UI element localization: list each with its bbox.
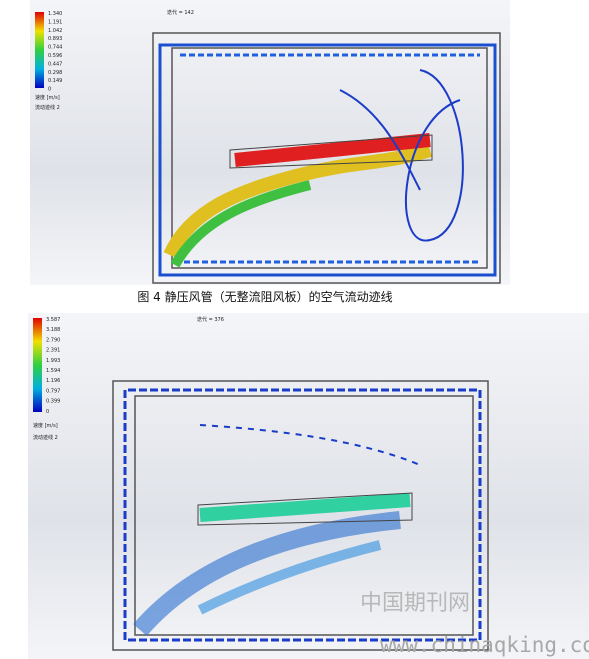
legend-tick: 1.340 xyxy=(48,11,62,17)
outer-box xyxy=(112,380,489,651)
legend-unit: 速度 [m/s] xyxy=(35,94,60,101)
figure-caption: 图 4 静压风管（无整流阻风板）的空气流动迹线 xyxy=(137,289,392,304)
legend-unit: 速度 [m/s] xyxy=(33,422,58,429)
color-bar xyxy=(33,318,42,412)
legend-tick: 0.399 xyxy=(46,399,60,405)
flow-lines xyxy=(158,43,497,277)
legend-name: 流动迹线 2 xyxy=(35,104,60,111)
legend: 1.340 1.191 1.042 0.893 0.744 0.596 0.447 0.298… xyxy=(48,11,62,93)
duct xyxy=(197,492,413,526)
figure1-background xyxy=(30,0,510,285)
color-bar xyxy=(35,12,44,88)
legend-tick: 3.587 xyxy=(46,317,60,323)
watermark: 中国期刊网 xyxy=(360,591,470,616)
legend-tick: 0.744 xyxy=(48,45,62,51)
legend-tick: 2.790 xyxy=(46,337,60,343)
legend-tick: 0.596 xyxy=(48,53,62,59)
legend-tick: 1.196 xyxy=(46,378,60,384)
watermark-url: www.chinaqking.com xyxy=(380,633,589,657)
legend: 3.587 3.188 2.790 2.391 1.993 1.594 1.196 0.797… xyxy=(46,317,60,415)
legend-tick: 0.149 xyxy=(48,78,62,84)
inner-box xyxy=(171,47,488,269)
legend-tick: 1.042 xyxy=(48,28,62,34)
legend-tick: 1.993 xyxy=(46,358,60,364)
legend-name: 流动迹线 2 xyxy=(33,434,58,441)
legend-tick: 1.594 xyxy=(46,368,60,374)
legend-tick: 1.191 xyxy=(48,19,62,25)
legend-tick: 0.447 xyxy=(48,61,62,67)
iteration-label: 迭代 = 376 xyxy=(197,316,224,323)
duct xyxy=(229,134,433,169)
flow-lines xyxy=(123,388,482,642)
legend-tick: 0 xyxy=(46,409,49,415)
legend-tick: 2.391 xyxy=(46,348,60,354)
legend-tick: 3.188 xyxy=(46,327,60,333)
outer-box xyxy=(152,32,501,284)
legend-tick: 0.298 xyxy=(48,70,62,76)
legend-tick: 0 xyxy=(48,87,51,93)
inner-box xyxy=(134,395,474,636)
iteration-label: 迭代 = 142 xyxy=(167,9,194,16)
legend-tick: 0.893 xyxy=(48,36,62,42)
figure2-background xyxy=(28,313,589,659)
legend-tick: 0.797 xyxy=(46,388,60,394)
